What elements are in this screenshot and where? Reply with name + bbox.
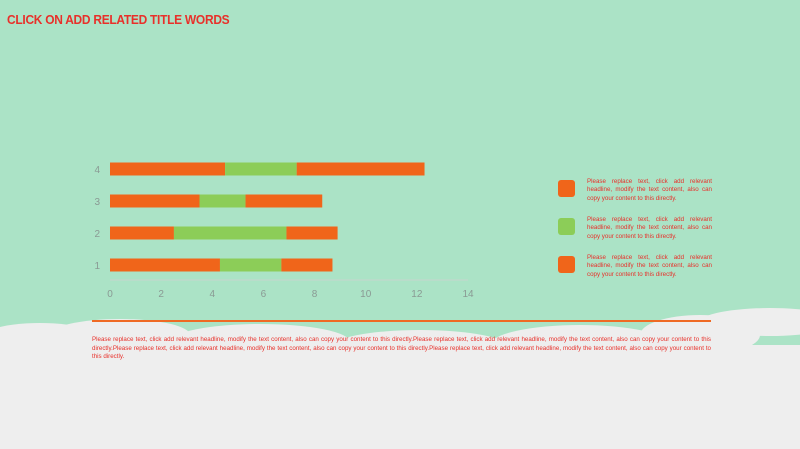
bar-3-segment-2 bbox=[199, 194, 246, 208]
legend-text-3: Please replace text, click add relevant … bbox=[587, 254, 712, 278]
y-tick-labels: 1 2 3 4 bbox=[94, 165, 100, 272]
slide-title: CLICK ON ADD RELATED TITLE WORDS bbox=[7, 12, 230, 27]
legend-swatch-2 bbox=[558, 218, 575, 235]
legend-text-2: Please replace text, click add relevant … bbox=[587, 216, 712, 240]
x-tick-label-14: 14 bbox=[462, 289, 474, 300]
bar-4-segment-2 bbox=[225, 162, 297, 176]
bar-1-segment-3 bbox=[281, 258, 333, 272]
bar-3-segment-3 bbox=[245, 194, 323, 208]
bar-2-segment-1 bbox=[110, 226, 174, 240]
x-tick-label-8: 8 bbox=[312, 289, 318, 300]
x-tick-label-6: 6 bbox=[261, 289, 267, 300]
x-tick-label-2: 2 bbox=[158, 289, 164, 300]
cloud-shape bbox=[0, 308, 800, 449]
legend-swatch-3 bbox=[558, 256, 575, 273]
bar-1-segment-1 bbox=[110, 258, 220, 272]
bar-2-segment-2 bbox=[173, 226, 287, 240]
y-tick-label-1: 1 bbox=[94, 261, 100, 272]
legend-text-1: Please replace text, click add relevant … bbox=[587, 178, 712, 202]
y-tick-label-4: 4 bbox=[94, 165, 100, 176]
bar-4-segment-1 bbox=[110, 162, 226, 176]
divider-line bbox=[92, 320, 711, 322]
legend-item-2: Please replace text, click add relevant … bbox=[558, 216, 712, 241]
legend-item-3: Please replace text, click add relevant … bbox=[558, 254, 712, 279]
x-tick-label-10: 10 bbox=[360, 289, 372, 300]
body-paragraph: Please replace text, click add relevant … bbox=[92, 336, 711, 361]
x-tick-label-0: 0 bbox=[107, 289, 113, 300]
y-tick-label-3: 3 bbox=[94, 197, 100, 208]
bar-3-segment-1 bbox=[110, 194, 200, 208]
legend-item-1: Please replace text, click add relevant … bbox=[558, 178, 712, 203]
y-tick-label-2: 2 bbox=[94, 229, 100, 240]
bar-1-segment-2 bbox=[219, 258, 282, 272]
x-tick-label-12: 12 bbox=[411, 289, 423, 300]
bar-4-segment-3 bbox=[296, 162, 425, 176]
x-tick-labels: 0 2 4 6 8 10 12 14 bbox=[107, 289, 474, 300]
x-tick-label-4: 4 bbox=[210, 289, 216, 300]
bars bbox=[110, 162, 425, 272]
bar-2-segment-3 bbox=[286, 226, 338, 240]
legend-swatch-1 bbox=[558, 180, 575, 197]
